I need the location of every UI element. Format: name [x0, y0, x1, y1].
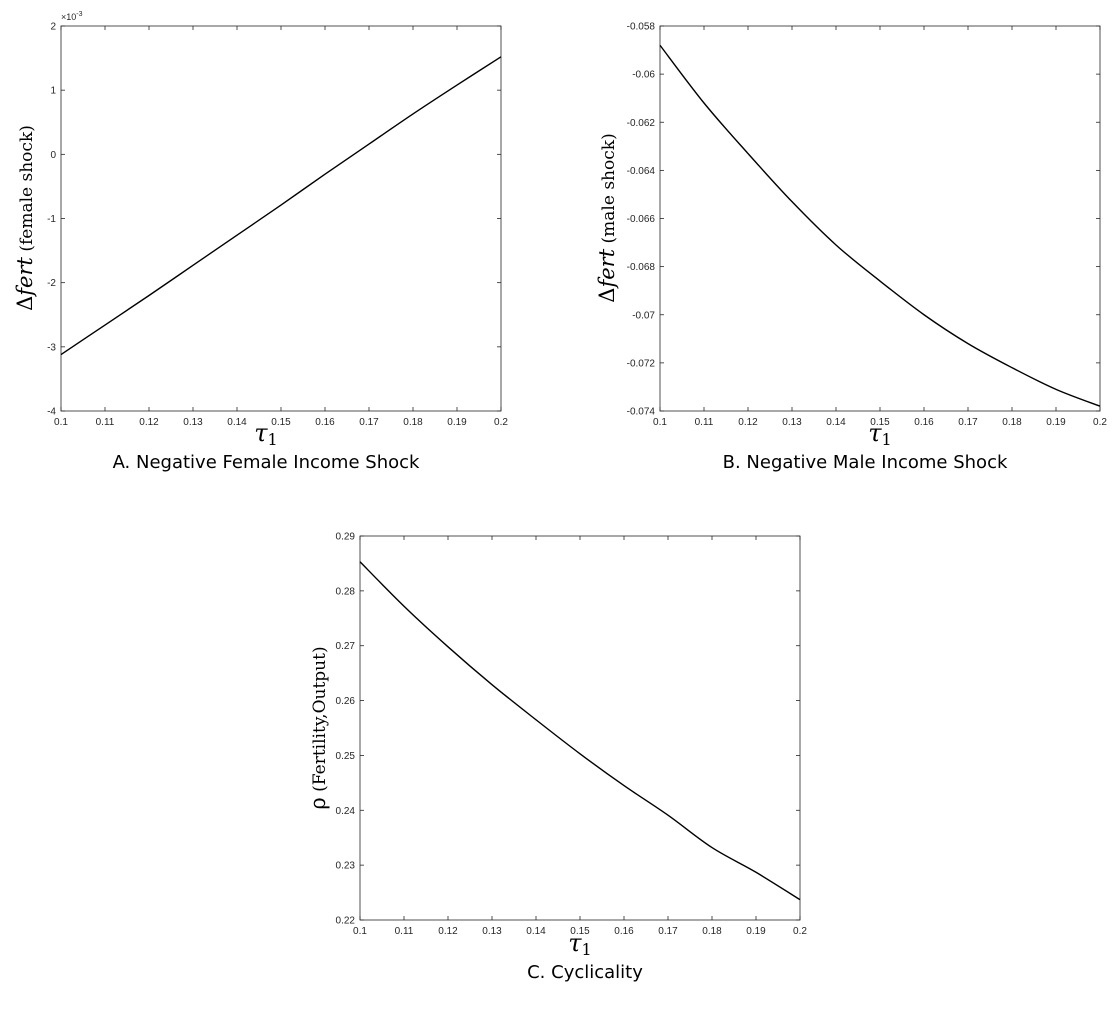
x-tick-label: 0.11 — [395, 926, 414, 937]
y-axis-label: ρ (Fertility,Output) — [306, 646, 330, 809]
chart-panel-b: 0.1 0.11 0.12 0.13 0.14 0.15 0.16 0.17 0.18 0.19 0… — [595, 22, 1107, 474]
x-tick-label: 0.2 — [793, 926, 807, 937]
x-tick-label: 0.18 — [403, 417, 423, 428]
x-tick-label: 0.13 — [482, 926, 502, 937]
y-tick-label: -1 — [47, 214, 56, 225]
y-tick-label: -0.058 — [627, 22, 656, 33]
x-tick-label: 0.17 — [658, 926, 678, 937]
y-tick-label: 0.23 — [336, 861, 356, 872]
x-tick-label: 0.1 — [653, 417, 667, 428]
x-axis-label: τ1 — [868, 419, 891, 449]
x-tick-label: 0.16 — [614, 926, 634, 937]
x-tick-label: 0.2 — [1093, 417, 1107, 428]
x-tick-label: 0.19 — [1046, 417, 1066, 428]
x-tick-label: 0.12 — [438, 926, 458, 937]
y-tick-label: 0.29 — [336, 532, 356, 543]
x-tick-label: 0.14 — [227, 417, 247, 428]
x-tick-label: 0.19 — [447, 417, 467, 428]
y-tick-label: 0.26 — [336, 696, 356, 707]
y-axis-label: Δfert (female shock) — [13, 125, 37, 311]
x-tick-label: 0.17 — [958, 417, 978, 428]
y-tick-label: -0.062 — [627, 118, 656, 129]
panel-caption: C. Cyclicality — [527, 962, 643, 983]
x-tick-label: 0.18 — [702, 926, 722, 937]
x-tick-label: 0.16 — [315, 417, 335, 428]
y-tick-label: -0.06 — [632, 70, 655, 81]
y-tick-label: -3 — [47, 342, 56, 353]
y-tick-label: 0.24 — [336, 806, 356, 817]
x-axis-label: τ1 — [568, 929, 591, 959]
x-tick-label: 0.17 — [359, 417, 379, 428]
x-tick-label: 0.19 — [746, 926, 766, 937]
y-tick-label: 0.27 — [336, 641, 356, 652]
x-tick-label: 0.14 — [526, 926, 546, 937]
x-tick-label: 0.14 — [826, 417, 846, 428]
plot-frame — [60, 25, 502, 412]
y-tick-label: 0.25 — [336, 751, 356, 762]
x-tick-label: 0.12 — [139, 417, 159, 428]
x-axis-label: τ1 — [254, 419, 277, 449]
x-tick-label: 0.1 — [353, 926, 367, 937]
y-tick-label: -0.072 — [627, 358, 656, 369]
plot-frame — [659, 25, 1101, 412]
panel-caption: B. Negative Male Income Shock — [723, 452, 1008, 473]
chart-panel-c: 0.1 0.11 0.12 0.13 0.14 0.15 0.16 0.17 0.18 0.19 0… — [306, 532, 807, 984]
x-tick-label: 0.13 — [782, 417, 802, 428]
series-line — [359, 561, 801, 901]
y-tick-label: -0.068 — [627, 262, 656, 273]
y-tick-label: -0.07 — [632, 310, 655, 321]
x-tick-label: 0.16 — [914, 417, 934, 428]
x-tick-label: 0.15 — [570, 926, 590, 937]
y-tick-label: -2 — [47, 278, 56, 289]
x-tick-label: 0.12 — [738, 417, 758, 428]
x-tick-label: 0.13 — [183, 417, 203, 428]
y-tick-label: -0.064 — [627, 166, 656, 177]
y-tick-label: 0.22 — [336, 916, 356, 927]
y-multiplier-label: ×10-3 — [61, 11, 83, 22]
x-tick-label: 0.1 — [54, 417, 68, 428]
x-tick-label: 0.2 — [494, 417, 508, 428]
chart-panel-a: 0.1 0.11 0.12 0.13 0.14 0.15 0.16 0.17 0.18 0.19 0… — [13, 11, 508, 473]
series-line — [659, 44, 1101, 407]
y-tick-label: -4 — [47, 407, 56, 418]
y-tick-label: 0.28 — [336, 586, 356, 597]
y-tick-label: -0.074 — [627, 407, 656, 418]
panel-caption: A. Negative Female Income Shock — [113, 452, 420, 473]
x-tick-label: 0.15 — [870, 417, 890, 428]
plot-frame — [359, 535, 801, 921]
x-tick-label: 0.15 — [271, 417, 291, 428]
series-line — [60, 56, 502, 356]
y-axis-label: Δfert (male shock) — [595, 133, 619, 302]
y-tick-label: -0.066 — [627, 214, 656, 225]
y-tick-label: 0 — [50, 150, 56, 161]
y-tick-label: 1 — [50, 86, 56, 97]
x-tick-label: 0.11 — [96, 417, 115, 428]
x-tick-label: 0.18 — [1002, 417, 1022, 428]
x-tick-label: 0.11 — [695, 417, 714, 428]
y-tick-label: 2 — [50, 22, 56, 33]
